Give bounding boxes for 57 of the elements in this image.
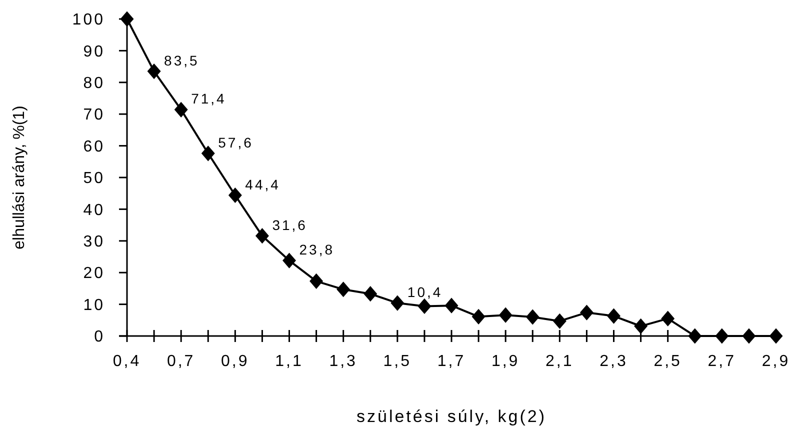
point <box>255 228 269 244</box>
point <box>364 286 378 302</box>
point <box>444 298 458 314</box>
x-tick-label: 0,4 <box>112 353 142 370</box>
x-tick-label: 2,3 <box>600 353 628 370</box>
point <box>418 298 432 314</box>
x-tick-label: 1,7 <box>437 353 466 370</box>
point <box>688 328 702 344</box>
x-tick-label: 1,5 <box>383 353 412 370</box>
x-tick-label: 2,5 <box>654 353 682 370</box>
point <box>526 309 540 325</box>
point <box>742 328 756 344</box>
y-tick-label: 70 <box>83 106 105 124</box>
y-tick-label: 50 <box>83 170 105 188</box>
point <box>552 313 566 329</box>
data-label: 44,4 <box>245 176 280 192</box>
y-tick-label: 60 <box>83 138 105 156</box>
point <box>580 304 594 320</box>
point <box>607 308 620 324</box>
data-label: 10,4 <box>407 284 443 300</box>
data-label: 83,5 <box>164 52 200 68</box>
x-tick-label: 2,1 <box>546 353 574 370</box>
y-tick-label: 80 <box>83 75 105 92</box>
data-label: 31,6 <box>272 216 308 233</box>
point <box>310 273 324 289</box>
point <box>472 308 486 324</box>
point <box>336 282 350 298</box>
point <box>634 318 648 334</box>
y-tick-label: 0 <box>94 328 105 346</box>
point <box>390 295 404 311</box>
y-tick-label: 100 <box>72 12 105 29</box>
point <box>201 146 215 162</box>
point <box>715 328 729 344</box>
x-tick-label: 1,9 <box>491 353 520 370</box>
point <box>661 310 675 326</box>
y-tick-label: 40 <box>83 202 105 219</box>
data-label: 71,4 <box>191 90 226 107</box>
y-tick-label: 30 <box>83 234 105 250</box>
point <box>282 252 296 268</box>
point <box>228 187 242 204</box>
x-tick-label: 1,3 <box>329 353 358 370</box>
y-tick-label: 90 <box>83 43 105 60</box>
x-tick-label: 1,1 <box>275 353 304 370</box>
data-label: 23,8 <box>299 242 334 258</box>
x-tick-label: 2,9 <box>762 353 790 370</box>
x-tick-label: 0,9 <box>221 353 250 370</box>
point <box>147 64 161 80</box>
point <box>498 307 512 323</box>
point <box>769 328 783 344</box>
x-tick-label: 2,7 <box>708 353 736 370</box>
data-label: 57,6 <box>218 134 254 150</box>
y-tick-label: 20 <box>83 265 105 282</box>
x-tick-label: 0,7 <box>166 353 196 370</box>
x-axis-title: születési súly, kg(2) <box>356 407 547 426</box>
point <box>174 102 188 118</box>
y-tick-label: 10 <box>83 296 105 314</box>
y-axis-title: elhullási arány, %(1) <box>11 106 28 250</box>
